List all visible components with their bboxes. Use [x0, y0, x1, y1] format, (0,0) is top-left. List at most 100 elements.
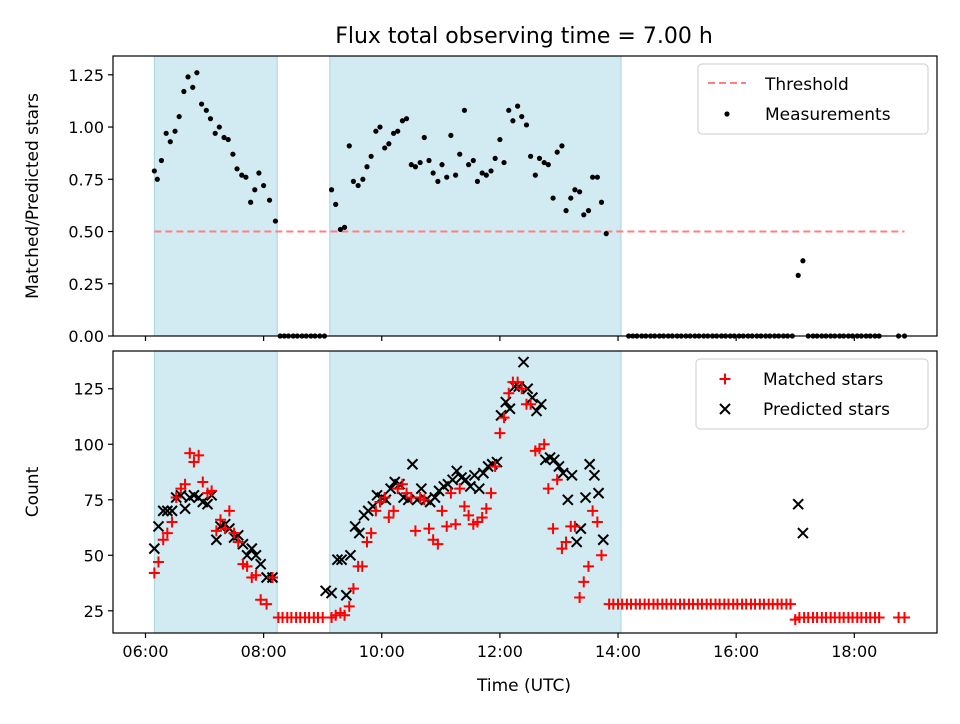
- measurement-point: [403, 116, 410, 122]
- predicted-star-points: [148, 356, 809, 601]
- predicted-star-point: [566, 469, 578, 482]
- measurement-point: [203, 107, 209, 113]
- measurement-point: [577, 189, 583, 195]
- measurement-point: [795, 272, 801, 279]
- predicted-star-point: [557, 467, 569, 479]
- measurement-point: [364, 164, 370, 170]
- bottom-x-ticks: 06:00 08:00 10:00 12:00 14:00 16:00 18:00: [122, 633, 877, 661]
- predicted-star-point: [210, 534, 223, 546]
- legend-box: [697, 63, 929, 135]
- predicted-star-point: [353, 527, 366, 539]
- matched-star-point: [188, 456, 200, 468]
- measurement-point: [256, 170, 262, 176]
- matched-star-point: [157, 534, 169, 546]
- predicted-star-point: [344, 549, 357, 561]
- measurement-point: [350, 178, 357, 184]
- matched-star-point: [215, 514, 227, 526]
- measurement-point: [492, 155, 498, 161]
- matched-star-point: [250, 569, 262, 581]
- predicted-star-point: [331, 554, 344, 566]
- matched-star-point: [538, 438, 550, 450]
- matched-star-point: [228, 527, 240, 539]
- matched-star-point: [409, 525, 421, 537]
- measurement-point: [430, 170, 436, 176]
- x-tick-label: 08:00: [241, 642, 287, 661]
- measurement-point: [541, 159, 547, 166]
- measurement-point: [594, 174, 600, 180]
- predicted-star-point: [152, 520, 165, 533]
- matched-star-point: [489, 460, 501, 472]
- predicted-star-point: [575, 522, 587, 535]
- predicted-star-point: [477, 467, 490, 479]
- matched-star-point: [458, 500, 470, 512]
- predicted-star-point: [588, 469, 601, 482]
- measurement-point: [333, 201, 339, 207]
- predicted-star-point: [201, 498, 214, 510]
- predicted-star-point: [491, 456, 503, 468]
- predicted-star-point: [175, 489, 187, 502]
- matched-star-point: [347, 583, 359, 595]
- measurement-point: [395, 128, 401, 134]
- measurement-point: [554, 149, 560, 155]
- measurement-point: [185, 74, 191, 80]
- legend-box: [695, 358, 929, 430]
- ratio-panel: 0.00 0.25 0.50 0.75 1.00 1.25 Matched/Predict…: [23, 55, 938, 346]
- predicted-star-point: [446, 474, 459, 486]
- predicted-star-point: [254, 558, 267, 570]
- matched-star-point: [423, 523, 435, 535]
- measurement-point: [243, 174, 249, 180]
- measurement-point: [501, 159, 507, 166]
- predicted-star-point: [166, 505, 178, 517]
- measurement-point: [248, 199, 254, 205]
- matched-star-point: [436, 505, 448, 517]
- predicted-star-point: [241, 549, 253, 561]
- predicted-star-point: [562, 494, 574, 506]
- matched-star-point: [587, 505, 599, 517]
- measurement-point: [474, 178, 481, 184]
- matched-star-point: [582, 560, 594, 572]
- matched-star-point: [339, 609, 351, 621]
- matched-star-point: [480, 503, 492, 515]
- measurement-point: [176, 113, 182, 120]
- predicted-star-point: [161, 505, 174, 517]
- measurement-point: [377, 124, 383, 130]
- measurement-point: [444, 174, 450, 180]
- bottom-y-axis-label: Count: [23, 466, 43, 517]
- matched-star-point: [152, 556, 164, 568]
- measurement-point: [465, 162, 472, 168]
- measurement-point: [572, 187, 578, 193]
- predicted-star-point: [459, 474, 472, 486]
- matched-star-point: [512, 376, 524, 388]
- measurement-point: [158, 157, 165, 164]
- top-y-axis-label: Matched/Predicted stars: [23, 93, 43, 299]
- x-tick-label: 12:00: [477, 642, 523, 661]
- figure-title: Flux total observing time = 7.00 h: [335, 24, 713, 49]
- matched-star-point: [445, 487, 457, 499]
- bottom-legend: Matched stars Predicted stars: [695, 358, 929, 430]
- bottom-y-ticks: 25 50 75 100 125: [73, 380, 113, 621]
- matched-star-point: [785, 598, 797, 610]
- y-tick-label: 100: [73, 435, 104, 454]
- measurement-point: [234, 166, 240, 172]
- matched-star-point: [161, 527, 173, 539]
- predicted-star-point: [384, 482, 397, 495]
- matched-star-point: [899, 611, 911, 623]
- y-tick-label: 125: [73, 380, 104, 399]
- matched-star-point: [450, 518, 462, 530]
- observing-window-2: [329, 55, 622, 337]
- matched-star-point: [547, 523, 559, 535]
- predicted-star-point: [597, 534, 609, 546]
- measurement-point: [519, 113, 525, 120]
- matched-star-point: [516, 383, 528, 395]
- matched-star-point: [261, 598, 273, 610]
- matched-star-point: [396, 478, 408, 490]
- top-axes-frame: [112, 55, 938, 337]
- measurement-point: [386, 141, 392, 147]
- x-tick-label: 06:00: [122, 642, 168, 661]
- matched-star-point: [454, 483, 466, 495]
- predicted-star-point: [451, 465, 463, 477]
- predicted-star-point: [349, 520, 361, 533]
- measurement-point: [585, 208, 592, 214]
- predicted-star-point: [380, 494, 392, 506]
